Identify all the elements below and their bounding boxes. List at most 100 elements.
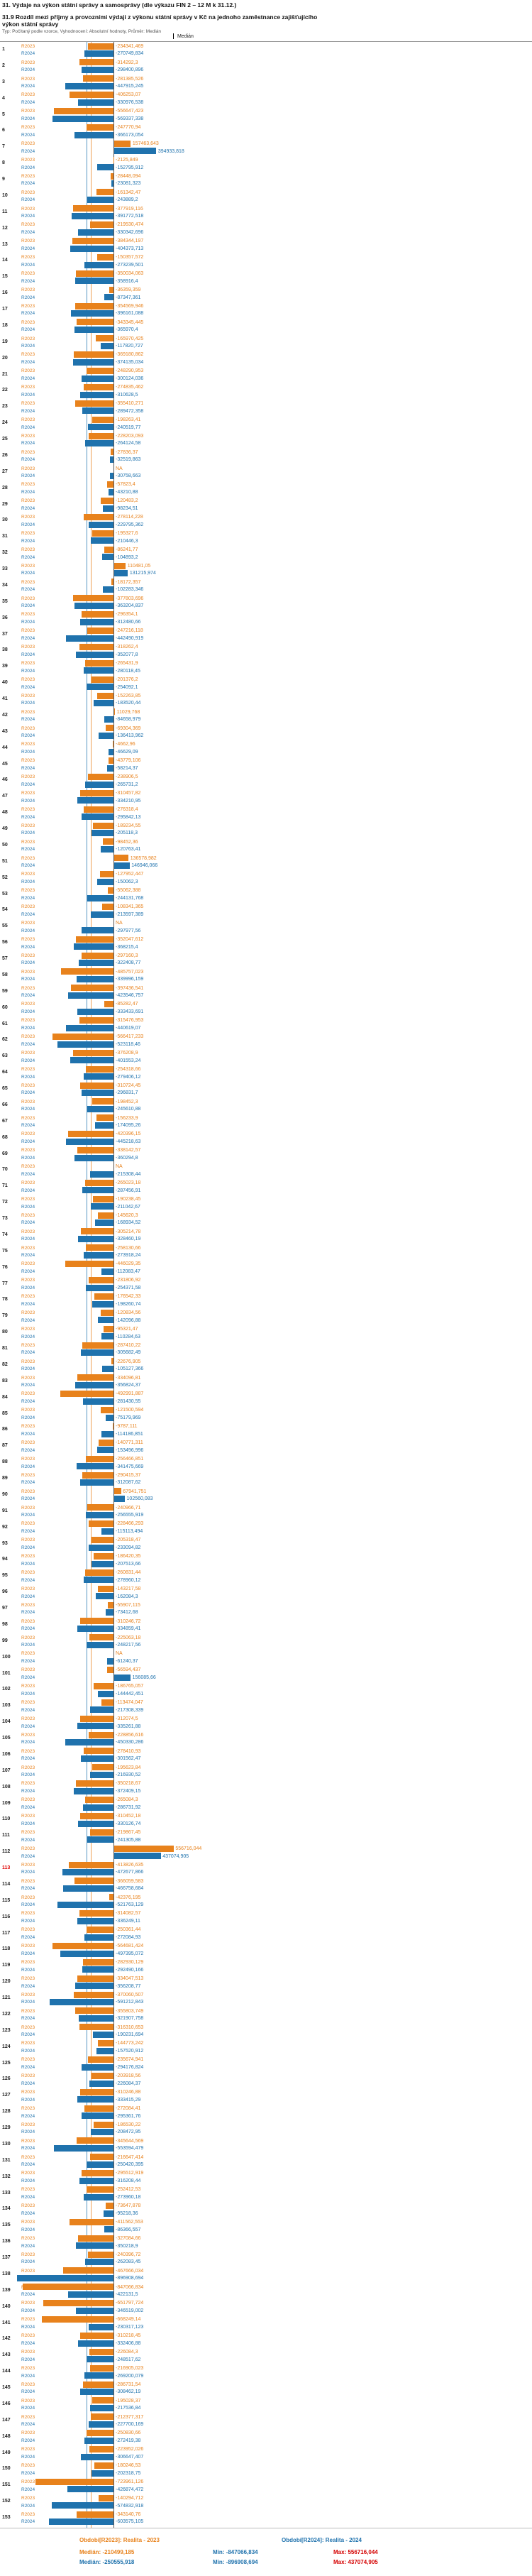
bar-r2023[interactable] [74, 1992, 113, 1998]
bar-r2023[interactable] [107, 481, 113, 488]
bar-r2023[interactable] [104, 547, 113, 553]
bar-r2024[interactable] [84, 667, 113, 674]
bar-r2024[interactable] [81, 2454, 113, 2460]
bar-r2023[interactable] [52, 1034, 113, 1040]
bar-r2024[interactable] [73, 359, 113, 366]
bar-r2024[interactable] [106, 1415, 113, 1421]
bar-r2024[interactable] [49, 2519, 113, 2525]
bar-r2024[interactable] [87, 895, 113, 901]
bar-r2023[interactable] [73, 595, 113, 601]
bar-r2024[interactable] [82, 1966, 113, 1973]
bar-r2023[interactable] [89, 1520, 113, 1527]
bar-r2023[interactable] [114, 855, 129, 861]
bar-r2024[interactable] [89, 522, 113, 528]
bar-r2024[interactable] [76, 652, 113, 658]
bar-r2023[interactable] [69, 1862, 113, 1868]
bar-r2024[interactable] [101, 1528, 113, 1535]
bar-r2024[interactable] [63, 1885, 113, 1892]
bar-r2023[interactable] [80, 1716, 113, 1722]
bar-r2023[interactable] [84, 1748, 113, 1754]
bar-r2024[interactable] [80, 1479, 113, 1486]
bar-r2024[interactable] [75, 1382, 113, 1388]
bar-r2024[interactable] [87, 1106, 113, 1112]
bar-r2023[interactable] [89, 2446, 113, 2452]
bar-r2023[interactable] [79, 1017, 113, 1024]
bar-r2024[interactable] [54, 2145, 113, 2152]
bar-r2023[interactable] [85, 660, 113, 667]
bar-r2024[interactable] [76, 2308, 113, 2314]
bar-r2023[interactable] [90, 2154, 113, 2160]
bar-r2024[interactable] [84, 1252, 113, 1259]
bar-r2024[interactable] [94, 700, 113, 706]
bar-r2024[interactable] [87, 684, 113, 690]
bar-r2024[interactable] [95, 1220, 113, 1226]
bar-r2023[interactable] [92, 2073, 113, 2079]
bar-r2024[interactable] [67, 2486, 113, 2492]
bar-r2023[interactable] [70, 92, 113, 98]
bar-r2023[interactable] [75, 400, 113, 407]
bar-r2023[interactable] [94, 2122, 113, 2128]
bar-r2023[interactable] [108, 1602, 113, 1608]
bar-r2024[interactable] [92, 1301, 113, 1308]
bar-r2024[interactable] [70, 246, 113, 252]
bar-r2023[interactable] [94, 1553, 113, 1560]
bar-r2023[interactable] [23, 2284, 113, 2290]
bar-r2023[interactable] [90, 1829, 113, 1836]
bar-r2023[interactable] [77, 2137, 113, 2144]
bar-r2024[interactable] [52, 116, 113, 122]
bar-r2023[interactable] [84, 806, 113, 813]
bar-r2024[interactable] [114, 1496, 126, 1502]
bar-r2023[interactable] [111, 173, 113, 180]
bar-r2023[interactable] [76, 270, 113, 277]
bar-r2024[interactable] [114, 862, 130, 869]
bar-r2024[interactable] [82, 2064, 113, 2071]
bar-r2024[interactable] [62, 1869, 113, 1875]
bar-r2024[interactable] [81, 1755, 113, 1762]
bar-r2023[interactable] [75, 2007, 113, 2014]
bar-r2024[interactable] [76, 2242, 113, 2249]
bar-r2023[interactable] [80, 1813, 113, 1819]
bar-r2024[interactable] [104, 2226, 113, 2232]
bar-r2023[interactable] [65, 1261, 113, 1267]
bar-r2023[interactable] [73, 1050, 113, 1056]
bar-r2024[interactable] [84, 2372, 113, 2379]
bar-r2024[interactable] [74, 943, 113, 950]
bar-r2023[interactable] [52, 1943, 113, 1949]
bar-r2024[interactable] [82, 407, 113, 414]
bar-r2023[interactable] [73, 205, 113, 212]
bar-r2024[interactable] [90, 2405, 113, 2411]
bar-r2023[interactable] [107, 1667, 113, 1673]
bar-r2024[interactable] [92, 2470, 113, 2477]
bar-r2023[interactable] [99, 2495, 113, 2501]
bar-r2023[interactable] [72, 238, 113, 244]
bar-r2024[interactable] [97, 164, 113, 170]
bar-r2024[interactable] [79, 2015, 113, 2022]
bar-r2023[interactable] [79, 644, 113, 650]
bar-r2023[interactable] [114, 708, 116, 715]
bar-r2024[interactable] [111, 180, 113, 187]
bar-r2024[interactable] [82, 2112, 113, 2119]
bar-r2024[interactable] [110, 473, 113, 479]
bar-r2024[interactable] [101, 1333, 113, 1339]
bar-r2024[interactable] [65, 83, 113, 89]
bar-r2023[interactable] [71, 985, 113, 991]
bar-r2024[interactable] [74, 603, 113, 609]
bar-r2024[interactable] [90, 1171, 113, 1178]
bar-r2023[interactable] [101, 498, 113, 504]
bar-r2024[interactable] [110, 456, 113, 463]
bar-r2024[interactable] [72, 213, 113, 219]
bar-r2023[interactable] [101, 1310, 113, 1316]
bar-r2024[interactable] [81, 1349, 113, 1356]
bar-r2024[interactable] [78, 1821, 113, 1827]
bar-r2023[interactable] [98, 2040, 113, 2046]
bar-r2023[interactable] [76, 1780, 113, 1787]
bar-r2023[interactable] [106, 725, 113, 731]
bar-r2023[interactable] [90, 2365, 113, 2372]
bar-r2023[interactable] [79, 59, 113, 65]
bar-r2023[interactable] [88, 774, 113, 780]
bar-r2023[interactable] [114, 563, 126, 569]
bar-r2024[interactable] [103, 586, 113, 593]
bar-r2023[interactable] [86, 1066, 113, 1073]
bar-r2024[interactable] [101, 1431, 113, 1437]
bar-r2024[interactable] [66, 635, 113, 642]
